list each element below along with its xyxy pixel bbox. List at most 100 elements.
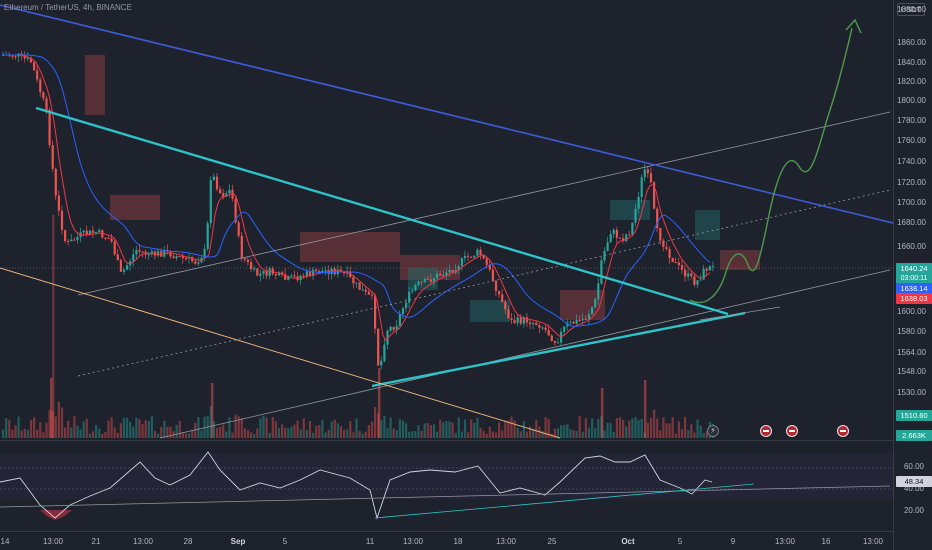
volume-bar — [361, 433, 364, 438]
candle — [26, 57, 29, 59]
candle — [488, 264, 491, 270]
orange-trend-line[interactable] — [0, 267, 561, 439]
ascending-support-line[interactable] — [371, 311, 746, 388]
channel-mid-line[interactable] — [77, 189, 891, 377]
volume-bar — [181, 432, 184, 438]
channel-upper-line[interactable] — [77, 111, 891, 296]
candle — [442, 274, 445, 276]
rsi-oversold-fill — [40, 510, 72, 520]
lightning-icon[interactable]: ⚡ — [707, 425, 719, 437]
candle — [110, 238, 113, 242]
volume-bar — [457, 417, 460, 438]
us-flag-icon[interactable] — [837, 425, 849, 437]
candle — [671, 257, 674, 263]
candle — [398, 314, 401, 326]
candle — [560, 331, 563, 343]
candle — [572, 321, 575, 324]
candle — [628, 234, 631, 236]
volume-bar — [250, 432, 253, 438]
descending-trend-line[interactable] — [35, 106, 729, 316]
volume-bar — [612, 431, 615, 438]
indicator-cloud — [85, 55, 760, 322]
candle — [684, 269, 687, 277]
volume-bar — [51, 411, 54, 438]
candle — [178, 256, 181, 258]
volume-bar — [677, 421, 680, 438]
volume-bar — [609, 423, 612, 438]
volume-bar — [401, 420, 405, 438]
candle — [485, 258, 488, 265]
cloud-block — [300, 232, 400, 262]
price-axis-label: 1820.00 — [897, 77, 926, 86]
volume-bar — [200, 430, 203, 438]
volume-bar — [405, 423, 408, 438]
us-flag-icon[interactable] — [786, 425, 798, 437]
rsi-band — [0, 454, 893, 499]
rsi-support-line[interactable] — [374, 483, 755, 519]
candle — [240, 235, 243, 259]
volume-bar — [467, 432, 470, 438]
volume-bar — [628, 420, 631, 438]
candle — [411, 290, 414, 292]
volume-bar — [451, 422, 454, 438]
volume-bar — [321, 419, 324, 438]
time-axis-label: 13:00 — [132, 537, 154, 546]
volume-bar — [169, 426, 172, 438]
rsi-value-tag: 48.34 — [896, 476, 932, 487]
volume-bar — [234, 414, 237, 438]
descending-resistance-line[interactable] — [0, 4, 894, 224]
volume-bar — [336, 423, 339, 438]
currency-label[interactable]: USDT — [897, 3, 925, 16]
volume-bar — [20, 430, 23, 438]
candle — [259, 273, 262, 276]
candle — [702, 268, 705, 280]
candle — [253, 268, 256, 270]
volume-bar — [73, 416, 76, 438]
candle — [324, 270, 327, 272]
volume-bar — [274, 421, 277, 438]
volume-bar — [324, 432, 327, 438]
volume-bar — [36, 429, 39, 438]
volume-bar — [349, 420, 352, 438]
candle — [20, 53, 23, 55]
volume-bar — [29, 420, 33, 438]
symbol-title[interactable]: Ethereum / TetherUS, 4h, BINANCE — [4, 3, 132, 12]
candle — [29, 57, 33, 63]
volume-bar — [277, 428, 281, 438]
volume-bar — [113, 427, 116, 438]
candle — [98, 230, 101, 232]
support-extension-line[interactable] — [699, 306, 781, 321]
volume-bar — [448, 421, 451, 438]
price-pane[interactable] — [0, 0, 893, 440]
volume-bar — [640, 418, 643, 438]
candle — [408, 291, 411, 303]
price-axis-label: 1660.00 — [897, 242, 926, 251]
volume-bar — [463, 419, 467, 438]
volume-bar — [389, 417, 392, 438]
candle — [581, 319, 584, 321]
candle — [553, 340, 556, 343]
volume-bar — [243, 428, 246, 438]
volume-bar — [386, 427, 389, 438]
candle — [550, 335, 553, 341]
volume-bar — [680, 429, 684, 438]
volume-bar — [380, 420, 383, 438]
volume-bar — [184, 433, 188, 438]
channel-lower-line[interactable] — [159, 269, 891, 439]
volume-bar — [510, 416, 513, 438]
pane-divider[interactable] — [0, 440, 893, 441]
rsi-trend-line[interactable] — [0, 485, 891, 508]
us-flag-icon[interactable] — [760, 425, 772, 437]
forecast-arrow-head — [845, 18, 862, 34]
candle — [126, 265, 129, 270]
forecast-path[interactable] — [689, 27, 853, 304]
candle — [85, 230, 88, 236]
volume-bar — [374, 407, 377, 438]
candle — [460, 258, 463, 267]
volume-bar — [662, 417, 665, 438]
candle — [584, 319, 587, 321]
time-axis-label: 16 — [821, 537, 831, 546]
time-axis-label: 5 — [677, 537, 683, 546]
